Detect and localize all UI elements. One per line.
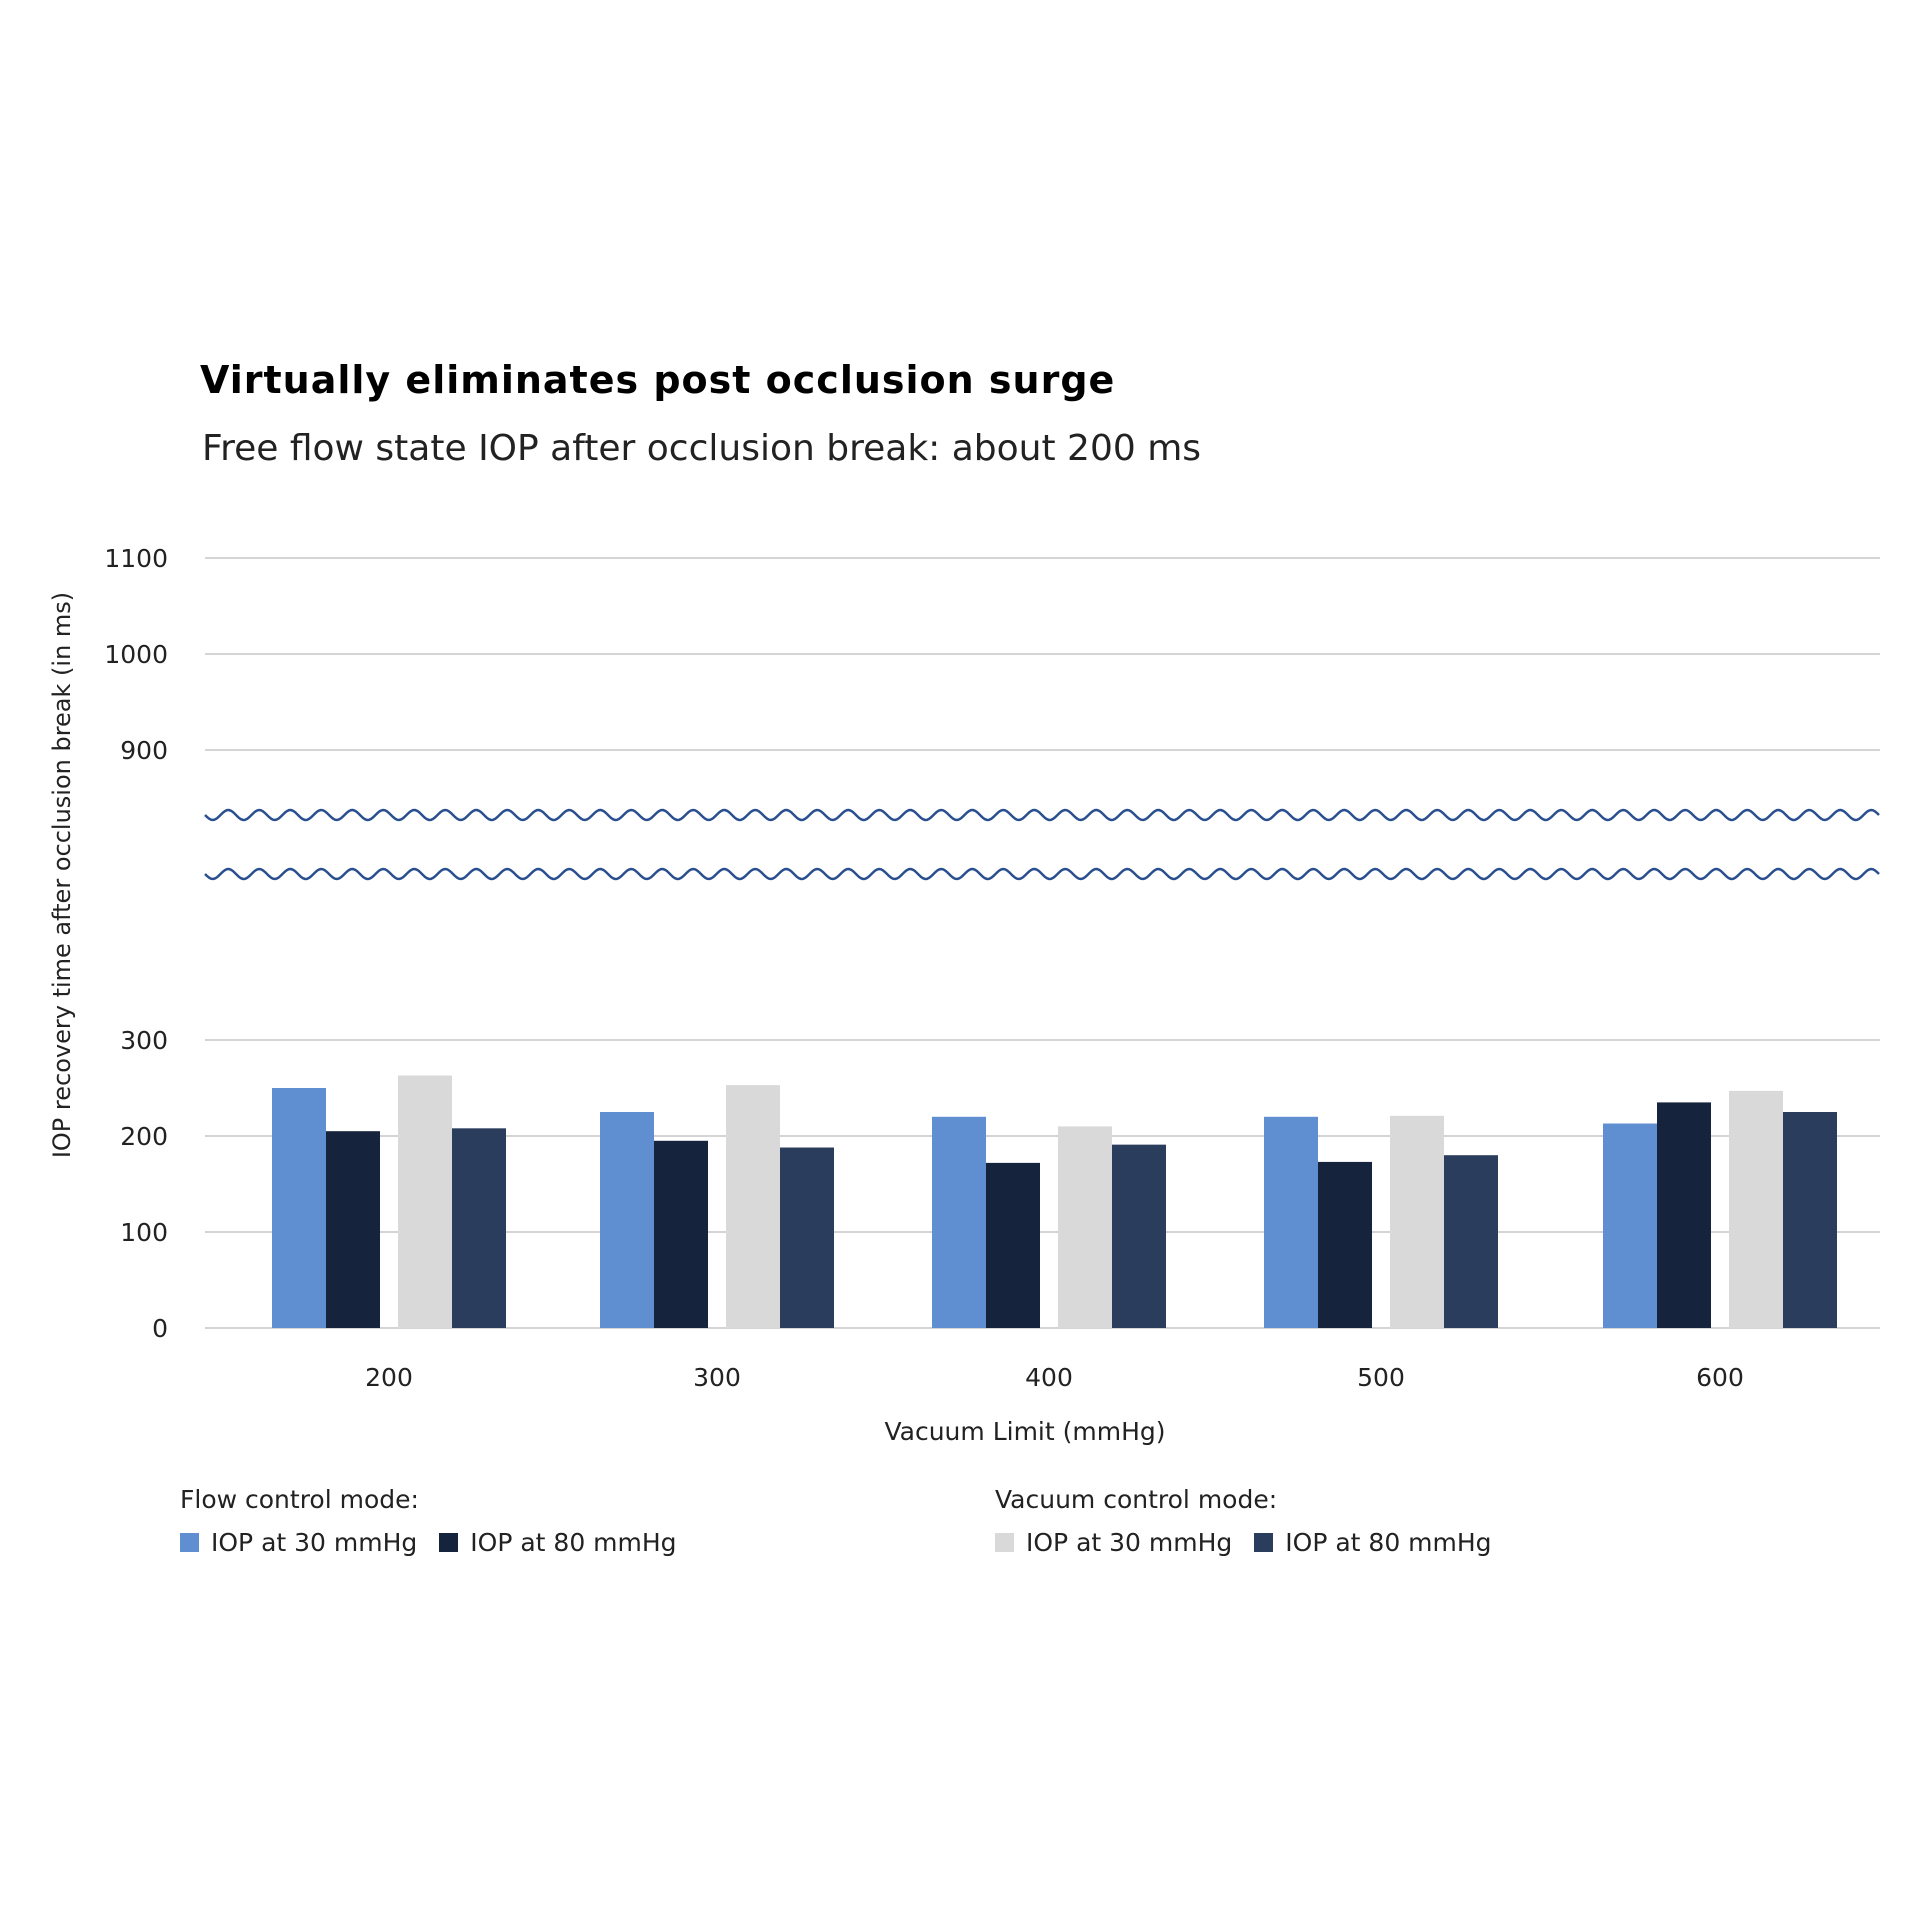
legend-flow-control: Flow control mode: IOP at 30 mmHg IOP at… bbox=[180, 1485, 699, 1557]
x-tick-label: 600 bbox=[1696, 1363, 1744, 1392]
legend-label-flow-80: IOP at 80 mmHg bbox=[470, 1528, 677, 1557]
bar bbox=[654, 1140, 708, 1328]
legend-item-flow-30: IOP at 30 mmHg bbox=[180, 1528, 417, 1557]
legend-item-vacuum-80: IOP at 80 mmHg bbox=[1254, 1528, 1492, 1557]
legend-label-vacuum-80: IOP at 80 mmHg bbox=[1285, 1528, 1492, 1557]
y-tick-label: 0 bbox=[152, 1314, 168, 1343]
chart-subtitle: Free flow state IOP after occlusion brea… bbox=[202, 428, 1202, 469]
y-tick-labels: 0 100 200 300 900 1000 1100 bbox=[104, 544, 168, 1343]
bar bbox=[1729, 1090, 1783, 1328]
x-tick-labels: 200 300 400 500 600 bbox=[365, 1363, 1744, 1392]
legend-heading-vacuum: Vacuum control mode: bbox=[995, 1485, 1278, 1514]
bar bbox=[986, 1162, 1040, 1328]
x-axis-label: Vacuum Limit (mmHg) bbox=[884, 1417, 1165, 1446]
axis-break-wave bbox=[204, 867, 1880, 881]
bar bbox=[326, 1131, 380, 1328]
y-tick-label: 200 bbox=[120, 1122, 168, 1151]
bars bbox=[272, 1075, 1837, 1328]
x-tick-label: 200 bbox=[365, 1363, 413, 1392]
y-tick-label: 900 bbox=[120, 736, 168, 765]
y-tick-label: 100 bbox=[120, 1218, 168, 1247]
y-tick-label: 1100 bbox=[104, 544, 168, 573]
y-tick-label: 300 bbox=[120, 1026, 168, 1055]
bar bbox=[1783, 1112, 1837, 1328]
legend-swatch-flow-30 bbox=[180, 1533, 199, 1552]
legend-swatch-vacuum-80 bbox=[1254, 1533, 1274, 1552]
bar bbox=[1058, 1126, 1112, 1328]
bar bbox=[452, 1128, 506, 1328]
bar bbox=[1603, 1123, 1657, 1328]
bar bbox=[1318, 1161, 1372, 1328]
legend-item-flow-80: IOP at 80 mmHg bbox=[439, 1528, 677, 1557]
chart-title: Virtually eliminates post occlusion surg… bbox=[200, 358, 1116, 402]
bar bbox=[932, 1116, 986, 1328]
bar bbox=[780, 1147, 834, 1328]
legend-heading-flow: Flow control mode: bbox=[180, 1485, 419, 1514]
axis-break-wave bbox=[204, 808, 1880, 822]
bar bbox=[1112, 1144, 1166, 1328]
legend-label-flow-30: IOP at 30 mmHg bbox=[211, 1528, 418, 1557]
bar bbox=[1657, 1102, 1711, 1328]
bar bbox=[1390, 1115, 1444, 1328]
legend-label-vacuum-30: IOP at 30 mmHg bbox=[1026, 1528, 1233, 1557]
legend-swatch-flow-80 bbox=[439, 1533, 459, 1552]
y-axis-label: IOP recovery time after occlusion break … bbox=[48, 592, 76, 1158]
bar bbox=[1444, 1155, 1498, 1328]
bar bbox=[272, 1088, 326, 1328]
bar bbox=[1264, 1116, 1318, 1328]
axis-break bbox=[204, 808, 1880, 881]
bar bbox=[600, 1112, 654, 1328]
x-tick-label: 400 bbox=[1025, 1363, 1073, 1392]
legend-swatch-vacuum-30 bbox=[995, 1533, 1014, 1552]
x-tick-label: 300 bbox=[693, 1363, 741, 1392]
bar bbox=[398, 1075, 452, 1328]
bar bbox=[726, 1085, 780, 1328]
x-tick-label: 500 bbox=[1357, 1363, 1405, 1392]
legend-vacuum-control: Vacuum control mode: IOP at 30 mmHg IOP … bbox=[995, 1485, 1514, 1557]
legend-item-vacuum-30: IOP at 30 mmHg bbox=[995, 1528, 1232, 1557]
y-tick-label: 1000 bbox=[104, 640, 168, 669]
